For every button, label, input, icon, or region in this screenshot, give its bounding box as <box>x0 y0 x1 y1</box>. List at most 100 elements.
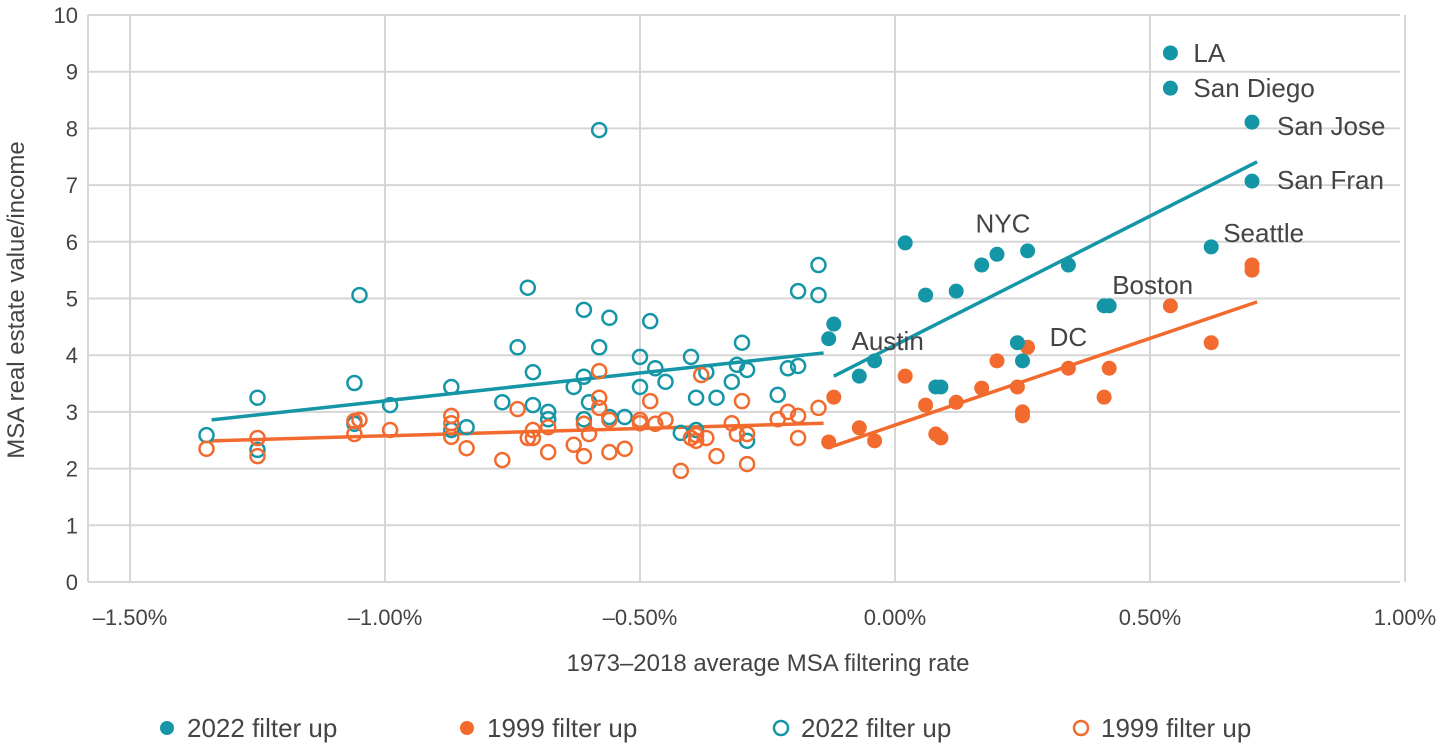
filled-point-1999 <box>918 397 934 413</box>
city-label: DC <box>1050 322 1088 352</box>
open-point-2022 <box>616 408 633 426</box>
open-point-1999 <box>249 429 266 447</box>
open-point-2022 <box>631 378 649 396</box>
filled-point-1999 <box>1009 379 1025 395</box>
open-point-2022 <box>249 389 266 406</box>
y-tick-label: 0 <box>66 570 78 595</box>
filled-point-1999 <box>1060 360 1076 376</box>
open-point-1999 <box>590 362 608 380</box>
filled-point-2022 <box>867 353 883 369</box>
filled-point-2022 <box>1020 243 1036 259</box>
x-tick-label: –1.50% <box>93 605 168 630</box>
trend-line-2022-filled <box>833 160 1258 378</box>
legend-label: 2022 filter up <box>187 713 337 743</box>
open-point-2022 <box>575 368 593 385</box>
legend-marker <box>460 721 474 735</box>
filled-point-1999 <box>989 353 1005 369</box>
city-label: San Diego <box>1193 73 1314 103</box>
city-label: LA <box>1193 38 1225 68</box>
open-point-1999 <box>657 411 674 429</box>
open-point-1999 <box>789 407 807 425</box>
x-tick-label: 0.00% <box>864 605 926 630</box>
open-point-1999 <box>524 429 542 447</box>
open-point-1999 <box>647 415 664 433</box>
open-point-2022 <box>351 286 368 304</box>
filled-point-1999 <box>1096 389 1112 405</box>
filled-point-2022 <box>1101 298 1117 314</box>
trend-line-1999-open <box>211 421 824 443</box>
filled-point-2022 <box>974 257 990 273</box>
open-point-1999 <box>601 411 618 429</box>
open-point-2022 <box>539 403 557 421</box>
filled-point-1999 <box>1203 335 1219 351</box>
open-point-1999 <box>494 451 511 469</box>
city-label: San Jose <box>1277 111 1385 141</box>
open-point-2022 <box>524 363 542 381</box>
y-axis-label: MSA real estate value/income <box>3 141 30 459</box>
city-label: San Fran <box>1277 165 1384 195</box>
open-point-1999 <box>524 421 542 439</box>
open-point-2022 <box>789 282 807 300</box>
open-point-1999 <box>381 421 399 439</box>
y-tick-label: 7 <box>66 173 78 198</box>
trend-lines <box>211 160 1258 448</box>
open-point-1999 <box>687 426 705 444</box>
open-point-2022 <box>708 389 725 406</box>
y-tick-labels: 0 1 2 3 4 5 6 7 8 9 10 <box>54 3 78 595</box>
legend-label: 2022 filter up <box>801 713 951 743</box>
filled-point-1999 <box>933 430 949 446</box>
x-axis-label: 1973–2018 average MSA filtering rate <box>567 650 970 677</box>
filled-point-1999 <box>867 433 883 449</box>
filled-point-2022 <box>821 331 837 347</box>
open-point-1999 <box>575 447 593 465</box>
open-point-2022 <box>443 378 460 396</box>
trend-line-2022-open <box>211 351 824 422</box>
y-tick-label: 10 <box>54 3 78 28</box>
open-point-2022 <box>723 373 741 391</box>
filled-point-1999 <box>1101 360 1117 376</box>
open-point-2022 <box>590 339 608 356</box>
filled-point-2022 <box>1060 257 1076 273</box>
open-point-2022 <box>682 348 700 366</box>
open-point-1999 <box>198 440 215 458</box>
filled-point-2022 <box>1162 80 1178 96</box>
city-label: Austin <box>852 326 924 356</box>
open-point-1999 <box>443 428 460 446</box>
open-point-2022 <box>590 121 608 139</box>
open-point-2022 <box>198 426 215 444</box>
open-point-2022 <box>494 394 511 411</box>
open-point-1999 <box>458 439 475 457</box>
filled-point-1999 <box>851 420 867 436</box>
grid <box>87 14 1406 583</box>
open-point-2022 <box>657 373 674 391</box>
legend-marker <box>772 719 790 737</box>
open-point-1999 <box>539 443 557 461</box>
filled-point-2022 <box>948 283 964 299</box>
filled-point-2022 <box>1015 353 1030 369</box>
open-point-1999 <box>687 432 705 450</box>
open-point-1999 <box>733 392 751 410</box>
open-point-1999 <box>590 399 608 417</box>
open-point-2022 <box>575 411 593 428</box>
open-point-1999 <box>738 425 756 443</box>
y-tick-label: 2 <box>66 457 78 482</box>
x-tick-label: –0.50% <box>603 605 678 630</box>
filled-point-2022 <box>1162 45 1178 61</box>
filled-point-2022 <box>1244 173 1260 189</box>
open-point-2022 <box>601 309 618 327</box>
open-point-2022 <box>519 279 537 296</box>
open-point-2022 <box>381 396 399 414</box>
open-point-2022 <box>539 411 557 428</box>
y-tick-label: 8 <box>66 116 78 141</box>
annotations: LA San Diego San Jose San Fran Seattle NYC Bos… <box>852 38 1386 356</box>
filled-point-2022 <box>989 246 1005 262</box>
filled-point-1999 <box>826 389 842 405</box>
filled-point-2022 <box>1009 335 1025 351</box>
open-point-1999 <box>789 429 807 447</box>
y-tick-label: 5 <box>66 287 78 312</box>
open-point-1999 <box>738 455 756 473</box>
filled-point-2022 <box>933 379 949 395</box>
filled-point-1999 <box>1015 408 1030 424</box>
legend-marker <box>1072 719 1090 737</box>
